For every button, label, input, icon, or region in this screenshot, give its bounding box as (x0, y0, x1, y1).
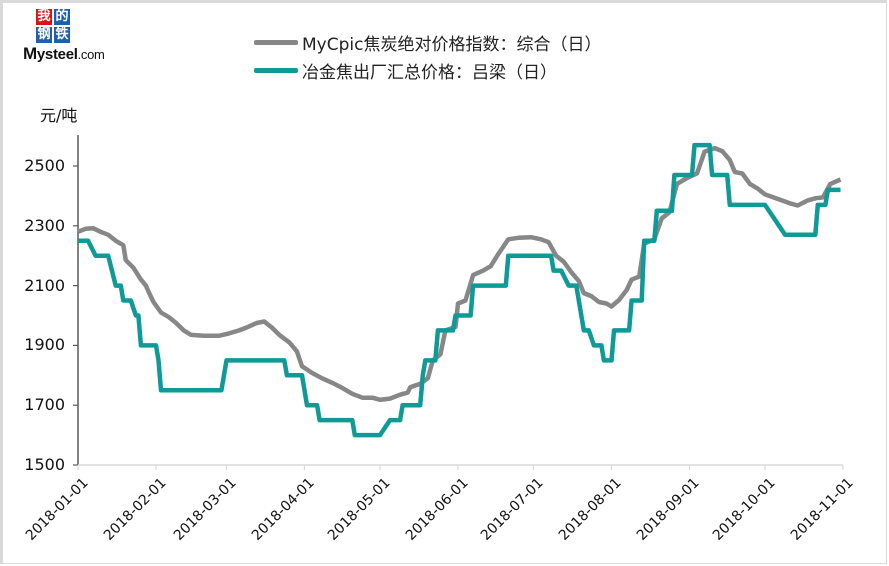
y-tick-label: 2100 (24, 275, 65, 295)
y-tick-label: 2300 (24, 215, 65, 235)
y-tick-label: 1500 (24, 455, 65, 474)
series-lines (77, 142, 842, 438)
axes (73, 135, 844, 470)
y-tick-label: 1700 (24, 395, 65, 415)
legend-item-lvliang: 冶金焦出厂汇总价格：吕梁（日） (254, 56, 601, 84)
logo-wordmark-m: M (23, 44, 37, 63)
y-tick-label: 2500 (24, 156, 65, 175)
legend-swatch-gray (254, 39, 298, 45)
legend-item-mycpic: MyCpic焦炭绝对价格指数：综合（日） (254, 28, 601, 56)
logo-char-4: 铁 (54, 27, 70, 43)
legend-label: 冶金焦出厂汇总价格：吕梁（日） (302, 62, 557, 83)
legend-label: MyCpic焦炭绝对价格指数：综合（日） (302, 34, 602, 55)
logo-wordmark-rest: ysteel (36, 46, 78, 63)
logo-wordmark-domain: .com (77, 47, 105, 62)
logo-char-1: 我 (36, 9, 52, 25)
logo-wordmark: Mysteel.com (23, 44, 105, 64)
series-line-lvliang-price (78, 142, 841, 438)
chart-legend: MyCpic焦炭绝对价格指数：综合（日） 冶金焦出厂汇总价格：吕梁（日） (254, 28, 601, 84)
mysteel-logo: 我 的 钢 铁 Mysteel.com (22, 4, 117, 64)
logo-char-2: 的 (54, 9, 70, 25)
y-axis-unit-label: 元/吨 (40, 106, 78, 125)
legend-swatch-teal (254, 67, 298, 73)
logo-char-3: 钢 (36, 27, 52, 43)
y-tick-label: 1900 (24, 335, 65, 355)
